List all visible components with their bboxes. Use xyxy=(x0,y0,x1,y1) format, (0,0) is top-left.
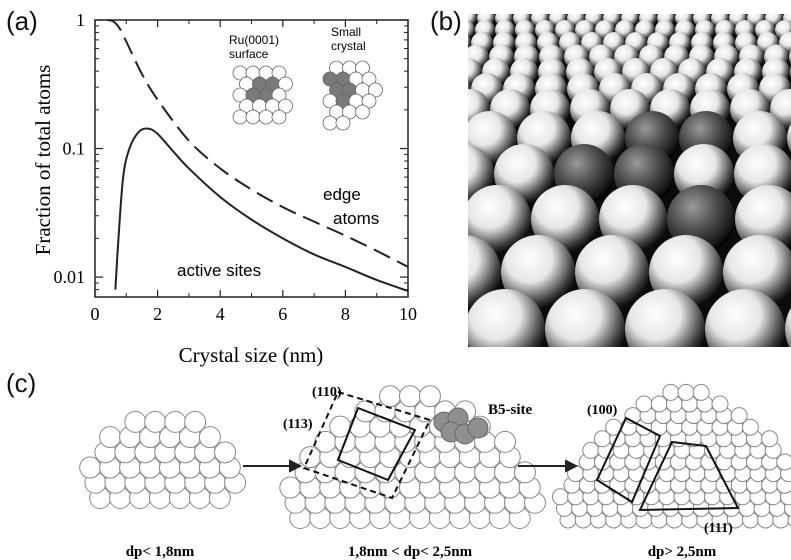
chart-series: edge atoms active sites xyxy=(107,19,408,292)
y-tick-label: 0.01 xyxy=(54,267,86,287)
facet-113-label: (113) xyxy=(283,417,313,432)
facet-111-label: (111) xyxy=(704,521,733,536)
cluster-atom xyxy=(418,385,441,408)
atom-spheres xyxy=(468,14,791,347)
facet-100-box xyxy=(595,416,662,504)
x-tick-label: 10 xyxy=(399,304,417,324)
inset-surface-label: surface xyxy=(229,47,269,61)
inset-surface-atom xyxy=(258,109,274,125)
inset-surface-atom xyxy=(245,109,261,125)
inset-surface-atom xyxy=(271,65,287,81)
edge-atoms-label: atoms xyxy=(333,209,379,228)
x-tick-label: 6 xyxy=(278,304,287,324)
cluster-atom xyxy=(399,385,421,408)
surface-atom xyxy=(531,185,599,253)
surface-atom xyxy=(787,123,791,153)
inset-crystal-atom xyxy=(322,115,338,131)
surface-atom xyxy=(785,307,791,347)
inset-crystal-label: Small xyxy=(331,25,361,39)
cluster-atom xyxy=(711,395,729,413)
inset-crystal-atom xyxy=(368,82,383,98)
series-line-0 xyxy=(107,19,408,268)
inset-crystal-atom xyxy=(361,93,377,109)
cluster-atom xyxy=(787,513,791,527)
surface-atom xyxy=(468,185,531,253)
x-tick-label: 4 xyxy=(216,304,225,324)
cluster-atom xyxy=(776,453,791,471)
y-tick-label: 0.1 xyxy=(63,139,86,159)
b5-site-atom xyxy=(467,417,489,439)
facet-100-label: (100) xyxy=(587,403,618,418)
surface-atom xyxy=(468,20,475,40)
cluster-atom xyxy=(741,418,759,436)
inset-crystal-atom xyxy=(361,71,377,87)
x-tick-label: 2 xyxy=(153,304,162,324)
chart-axes: 0 2 4 6 8 10 1 0.1 0.01 xyxy=(54,10,418,324)
cluster-atom xyxy=(279,476,302,499)
surface-atom xyxy=(735,185,791,253)
crystal-clusters xyxy=(79,383,791,529)
cluster-atom xyxy=(184,410,207,433)
surface-atom xyxy=(468,289,545,347)
inset-surface-atom xyxy=(271,109,287,125)
edge-atoms-label: edge xyxy=(323,185,361,204)
fraction-vs-size-chart: 0 2 4 6 8 10 1 0.1 0.01 edge atoms active sites Ru… xyxy=(31,10,418,367)
surface-atom xyxy=(625,289,705,347)
y-axis-label: Fraction of total atoms xyxy=(31,65,55,256)
inset-crystal-atom xyxy=(335,115,351,131)
cluster-atom xyxy=(635,395,653,413)
active-sites-label: active sites xyxy=(177,261,261,280)
x-tick-label: 8 xyxy=(341,304,350,324)
cluster-atom xyxy=(513,461,536,484)
series-line-1 xyxy=(114,127,408,292)
panel-a-label: (a) xyxy=(6,6,38,36)
cluster-atom xyxy=(214,441,237,464)
cluster-atom xyxy=(730,407,748,425)
surface-atom xyxy=(705,289,785,347)
inset-surface-atom xyxy=(278,76,293,92)
cluster-atom xyxy=(677,383,695,401)
facet-110-dashed-box xyxy=(302,390,432,500)
arrow-2 xyxy=(518,459,579,473)
surface-atom xyxy=(468,235,501,309)
cluster-atom xyxy=(662,383,680,401)
arrow-1 xyxy=(243,459,303,473)
stage-1-size-label: dp< 1,8nm xyxy=(126,544,195,560)
x-tick-label: 0 xyxy=(91,304,100,324)
facet-111-box xyxy=(638,440,740,512)
cluster-atom xyxy=(124,410,147,433)
inset-crystal-atom xyxy=(355,104,370,120)
y-tick-label: 1 xyxy=(76,10,85,30)
cluster-atom xyxy=(99,426,122,449)
inset-crystal-atom xyxy=(355,60,370,76)
panel-c-label: (c) xyxy=(6,368,37,398)
panel-b-label: (b) xyxy=(430,6,462,36)
cluster-atom xyxy=(692,383,710,401)
cluster-atom xyxy=(79,456,102,479)
facet-110-label: (110) xyxy=(312,385,342,400)
cluster-atom xyxy=(761,430,779,448)
cluster-atom xyxy=(144,410,167,433)
cluster-atom xyxy=(379,385,402,408)
surface-atom xyxy=(501,235,575,309)
ru-surface-rendering xyxy=(468,14,791,347)
inset-surface-atom xyxy=(271,87,287,103)
inset-crystal-label: crystal xyxy=(331,39,366,53)
crystal-growth-diagram: (110) (113) B5-site (100) (111) dp< 1,8n… xyxy=(79,383,791,560)
cluster-atom xyxy=(198,426,221,449)
inset-surface-atom xyxy=(232,109,248,125)
inset-surface-label: Ru(0001) xyxy=(229,33,279,47)
b5-site-label: B5-site xyxy=(488,402,533,418)
stage-3-size-label: dp> 2,5nm xyxy=(648,544,717,560)
surface-atom xyxy=(545,289,625,347)
x-axis-label: Crystal size (nm) xyxy=(179,343,324,367)
facet-113-box xyxy=(336,406,417,482)
stage-2-size-label: 1,8nm < dp< 2,5nm xyxy=(348,544,473,560)
inset-surface-atom xyxy=(278,98,293,114)
cluster-atom xyxy=(299,446,322,469)
cluster-atom xyxy=(164,410,187,433)
cluster-atom xyxy=(494,430,517,453)
